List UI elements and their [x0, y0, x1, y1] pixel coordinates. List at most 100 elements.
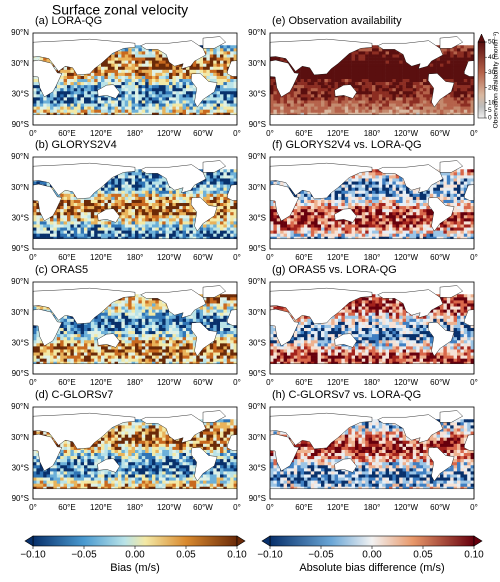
- map-cell: [233, 82, 238, 86]
- map-cell: [327, 206, 332, 210]
- map-cell: [226, 206, 231, 210]
- map-cell: [426, 94, 431, 98]
- map-cell: [358, 85, 363, 89]
- map-cell: [321, 109, 325, 114]
- map-cell: [382, 75, 386, 80]
- map-cell: [344, 193, 349, 198]
- map-cell: [77, 75, 81, 80]
- map-cell: [107, 203, 112, 207]
- map-cell: [199, 193, 204, 198]
- map-cell: [131, 75, 136, 80]
- map-cell: [128, 63, 132, 68]
- map-cell: [141, 88, 146, 92]
- map-cell: [77, 199, 81, 204]
- map-cell: [189, 97, 194, 101]
- map-cell: [213, 218, 217, 222]
- map-cell: [111, 72, 115, 77]
- map-cell: [395, 51, 400, 55]
- map-cell: [84, 209, 88, 213]
- map-cell: [70, 193, 75, 198]
- map-cell: [152, 69, 156, 74]
- map-cell: [331, 112, 335, 117]
- map-cell: [135, 181, 139, 185]
- map-cell: [60, 224, 64, 228]
- map-cell: [138, 45, 143, 49]
- map-cell: [392, 109, 397, 114]
- map-cell: [402, 66, 407, 71]
- map-cell: [179, 75, 183, 80]
- map-cell: [365, 66, 369, 71]
- map-cell: [104, 112, 109, 117]
- map-cell: [223, 227, 228, 231]
- map-cell: [338, 184, 342, 188]
- map-cell: [73, 82, 78, 86]
- map-cell: [385, 69, 390, 74]
- map-cell: [460, 63, 465, 68]
- map-cell: [365, 172, 369, 176]
- map-cell: [158, 212, 163, 216]
- map-cell: [402, 79, 407, 83]
- map-cell: [392, 178, 397, 182]
- map-cell: [273, 209, 278, 213]
- map-cell: [158, 196, 163, 201]
- map-cell: [206, 69, 211, 74]
- map-cell: [67, 224, 71, 228]
- map-cell: [392, 57, 397, 61]
- map-cell: [124, 193, 129, 198]
- map-cell: [419, 82, 424, 86]
- map-cell: [148, 215, 153, 219]
- map-cell: [199, 57, 204, 61]
- map-cell: [233, 181, 238, 185]
- map-cell: [189, 100, 194, 104]
- map-cell: [402, 112, 407, 117]
- map-cell: [429, 69, 434, 74]
- map-cell: [141, 190, 146, 195]
- map-cell: [344, 82, 349, 86]
- map-cell: [344, 75, 349, 80]
- map-cell: [470, 94, 475, 98]
- map-cell: [361, 51, 366, 55]
- map-cell: [351, 82, 356, 86]
- map-cell: [436, 184, 441, 188]
- map-cell: [189, 212, 194, 216]
- map: [269, 36, 475, 126]
- map-cell: [440, 54, 444, 58]
- map-cell: [230, 233, 234, 238]
- map-cell: [138, 236, 143, 241]
- map-cell: [186, 190, 190, 195]
- map-cell: [446, 66, 451, 71]
- map-cell: [409, 196, 414, 201]
- map-cell: [121, 224, 126, 228]
- map-cell: [203, 230, 207, 234]
- map-cell: [368, 106, 373, 110]
- lat-label: 90°N: [248, 28, 266, 37]
- map-cell: [395, 178, 400, 182]
- map-cell: [317, 94, 322, 98]
- map-cell: [378, 69, 383, 74]
- map-cell: [145, 48, 149, 52]
- map-cell: [209, 48, 214, 52]
- map-cell: [203, 60, 207, 64]
- map-cell: [138, 63, 143, 68]
- map-cell: [307, 82, 312, 86]
- map-cell: [389, 91, 393, 95]
- map-cell: [223, 196, 228, 201]
- map-cell: [121, 79, 126, 83]
- map-cell: [276, 57, 281, 61]
- map-cell: [138, 230, 143, 234]
- map-cell: [382, 88, 386, 92]
- map-cell: [33, 230, 37, 234]
- map-cell: [118, 193, 122, 198]
- map-cell: [213, 224, 217, 228]
- map-cell: [226, 103, 231, 107]
- map-cell: [426, 100, 431, 104]
- map-cell: [293, 91, 298, 95]
- map-cell: [409, 103, 414, 107]
- map-cell: [334, 69, 339, 74]
- map-cell: [121, 57, 126, 61]
- map-cell: [321, 88, 325, 92]
- land: [202, 160, 226, 173]
- map-cell: [135, 187, 139, 192]
- map-cell: [182, 215, 187, 219]
- map-cell: [141, 75, 146, 80]
